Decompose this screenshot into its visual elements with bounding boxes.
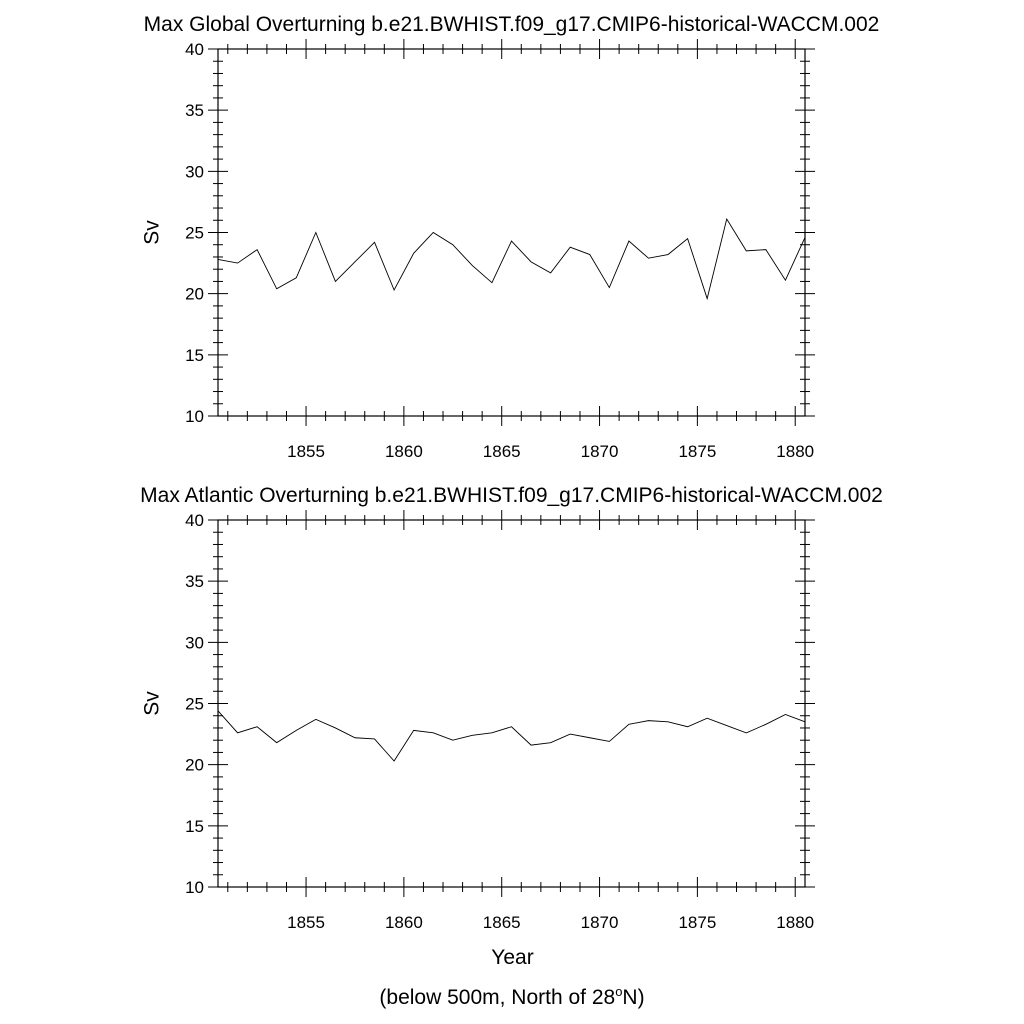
chart-2-x-tick-label: 1870 [581,913,619,932]
chart-1-frame [217,48,806,417]
chart-1-y-tick-label: 30 [185,162,204,181]
footnote-suffix: N) [622,986,644,1009]
footnote: (below 500m, North of 28oN) [379,984,644,1009]
chart-1-x-tick-label: 1870 [581,442,619,461]
chart-2-x-tick-label: 1860 [385,913,423,932]
chart-2-y-tick-label: 30 [185,633,204,652]
chart-1-y-tick-label: 10 [185,407,204,426]
chart-1-x-tick-label: 1855 [287,442,325,461]
global-overturning-panel: Max Global Overturning b.e21.BWHIST.f09_… [141,13,880,461]
chart-1-y-tick-label: 40 [185,40,204,59]
chart-2-series-line-1 [217,710,806,762]
chart-1-y-tick-label: 20 [185,285,204,304]
chart-2-y-tick-label: 35 [185,572,204,591]
footnote-prefix: (below 500m, North of 28 [379,986,615,1009]
chart-1-x-tick-label: 1860 [385,442,423,461]
chart-2-y-tick-label: 10 [185,878,204,897]
chart-2-y-tick-label: 15 [185,817,204,836]
chart-1-x-tick-label: 1880 [776,442,814,461]
chart-1-y-tick-label: 35 [185,101,204,120]
chart-2-x-tick-label: 1865 [483,913,521,932]
chart-2-y-tick-label: 40 [185,511,204,530]
chart-1-y-axis-label: Sv [141,220,164,245]
chart-2-x-tick-label: 1880 [776,913,814,932]
atlantic-overturning-panel: Max Atlantic Overturning b.e21.BWHIST.f0… [140,484,883,969]
chart-1-series-line-1 [217,217,806,301]
chart-1-title: Max Global Overturning b.e21.BWHIST.f09_… [144,13,880,36]
chart-2-y-tick-label: 25 [185,695,204,714]
chart-1-y-tick-label: 15 [185,346,204,365]
chart-2-y-axis-label: Sv [141,691,164,716]
chart-2-title: Max Atlantic Overturning b.e21.BWHIST.f0… [140,484,883,507]
chart-2-x-axis-label: Year [491,946,533,969]
footnote-superscript: o [615,984,622,999]
chart-2-x-tick-label: 1875 [678,913,716,932]
chart-1-y-tick-label: 25 [185,224,204,243]
chart-2-frame [217,519,806,888]
chart-2-y-tick-label: 20 [185,756,204,775]
chart-2-x-tick-label: 1855 [287,913,325,932]
chart-1-x-tick-label: 1865 [483,442,521,461]
chart-1-x-tick-label: 1875 [678,442,716,461]
